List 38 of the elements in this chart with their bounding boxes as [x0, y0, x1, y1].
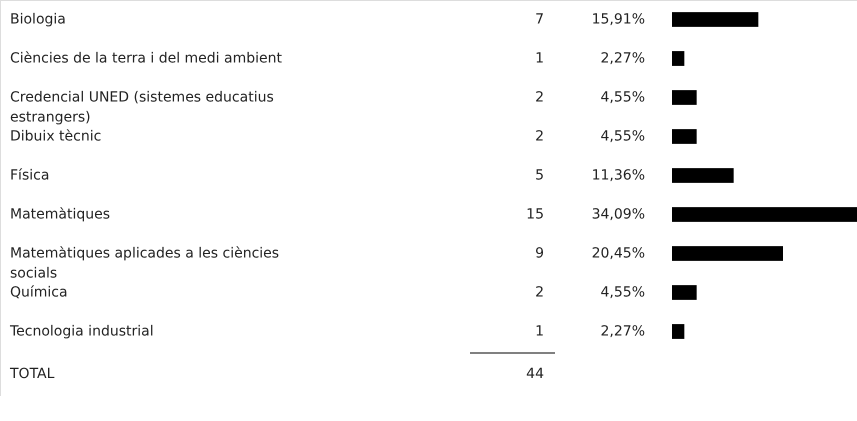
data-label: 1 [535, 50, 544, 66]
y-tick-label: Ciències de la terra i del medi ambient [10, 50, 282, 66]
data-label: 2 [535, 128, 544, 144]
text: 44 [526, 366, 544, 382]
text: 2,27% [600, 324, 645, 340]
y-tick-label: Matemàtiques aplicades a les ciències socials [10, 246, 280, 282]
y-tick-label: Credencial UNED (sistemes educatius estrangers) [10, 90, 274, 126]
y-tick-label: Física [10, 168, 50, 184]
data-label: 1 [535, 324, 544, 340]
bar [672, 207, 857, 222]
text: 20,45% [592, 246, 645, 262]
bar [672, 246, 783, 261]
bar [672, 129, 697, 144]
data-label: 7 [535, 12, 544, 28]
bar [672, 51, 684, 66]
text: 2,27% [600, 50, 645, 66]
y-tick-label: Matemàtiques [10, 206, 110, 222]
text: 11,36% [592, 168, 645, 184]
y-tick-label: Dibuix tècnic [10, 128, 102, 144]
data-label: 15 [526, 206, 544, 222]
data-label: 2 [535, 90, 544, 106]
bar [672, 12, 758, 27]
text: TOTAL [9, 366, 55, 382]
text: 34,09% [592, 206, 645, 222]
bar [672, 90, 697, 105]
data-label: 5 [535, 168, 544, 184]
bar [672, 168, 734, 183]
y-tick-label: Biologia [10, 12, 66, 28]
y-tick-label: Química [10, 284, 68, 300]
data-label: 9 [535, 246, 544, 262]
text: 4,55% [600, 128, 645, 144]
text: 15,91% [592, 12, 645, 28]
bar [672, 324, 684, 339]
text: 4,55% [600, 90, 645, 106]
bar [672, 285, 697, 300]
data-label: 2 [535, 284, 544, 300]
text: 4,55% [600, 284, 645, 300]
y-tick-label: Tecnologia industrial [9, 324, 154, 340]
